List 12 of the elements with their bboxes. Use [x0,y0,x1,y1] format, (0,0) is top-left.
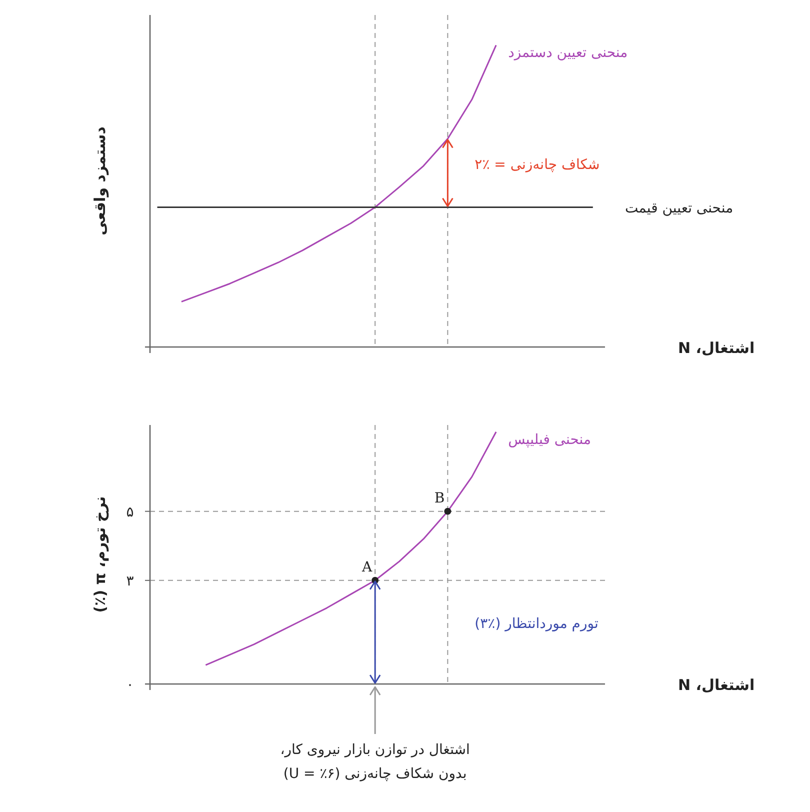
xlabel: اشتغال، N [678,676,755,694]
point-label: A [362,559,372,576]
annotation: اشتغال در توازن بازار نیروی کار، بدون شکاف چانه‌زنی (U = ٪۶) [280,742,470,782]
ytick: ۵ [126,504,134,520]
annotation: تورم موردانتظار (٪۳) [474,616,598,632]
ytick: ۰ [126,677,134,693]
ylabel: دستمزد واقعی [91,126,109,236]
ylabel: نرخ تورم، π (٪) [91,496,109,613]
point-label: B [434,490,445,506]
annotation: شکاف چانه‌زنی = ٪۲ [474,157,600,173]
xlabel: اشتغال، N [678,339,755,357]
ytick: ۳ [126,573,134,590]
